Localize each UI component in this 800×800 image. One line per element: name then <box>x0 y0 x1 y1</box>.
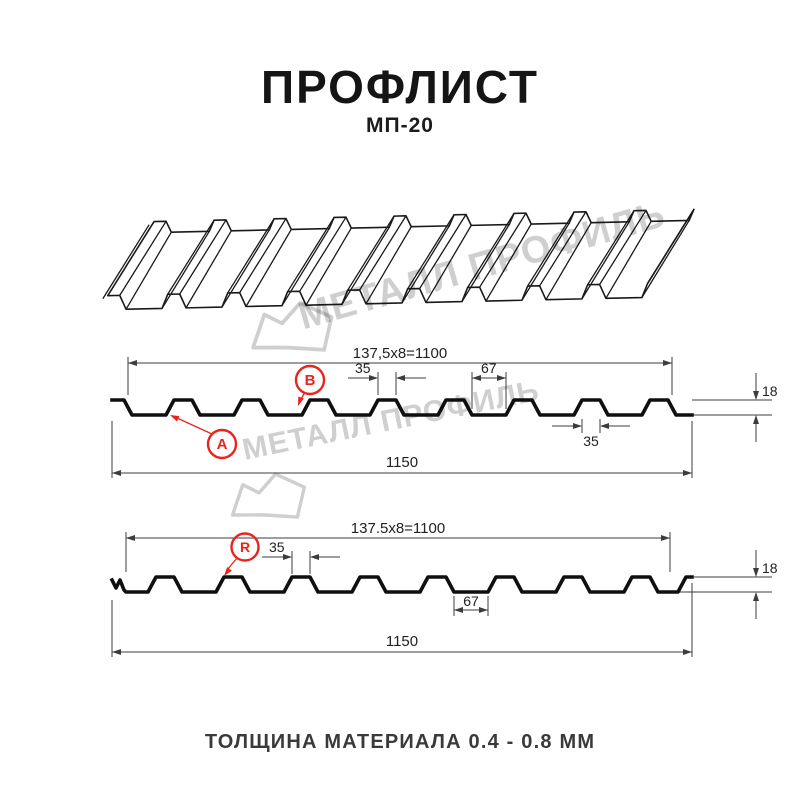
side-marker-r: R <box>224 532 260 576</box>
marker-a-label: A <box>217 436 228 453</box>
page-title: ПРОФЛИСТ <box>261 61 539 113</box>
side-marker-b: B <box>294 364 326 406</box>
cross-section-diagram-r: R 137.5x8=1100 35 67 18 1150 <box>109 520 778 657</box>
dim-rib-top-2: 35 <box>269 539 285 555</box>
dim-rib-top-1: 35 <box>355 360 371 376</box>
dim-module-2: 137.5x8=1100 <box>351 520 445 537</box>
cross-section-diagram-ab: A B 137,5x8=1100 35 67 18 35 1150 <box>110 345 778 478</box>
dimension-lines-2 <box>111 532 772 657</box>
sheet-3d-drawing <box>102 208 695 311</box>
metall-profil-logo-icon <box>251 301 334 352</box>
dim-total-2: 1150 <box>386 633 418 650</box>
sheet-3d-view <box>102 208 695 311</box>
dim-height-1: 18 <box>762 383 778 399</box>
metall-profil-logo-icon <box>230 472 307 519</box>
dim-rib-bottom-1: 35 <box>583 433 599 449</box>
dim-total-1: 1150 <box>386 454 418 471</box>
marker-r-label: R <box>240 539 250 555</box>
profile-outline-1 <box>110 398 694 417</box>
dim-valley-2: 67 <box>463 593 479 609</box>
dim-module-1: 137,5x8=1100 <box>353 345 447 362</box>
profile-model-subtitle: МП-20 <box>366 114 434 137</box>
profile-outline-2 <box>109 575 694 594</box>
side-marker-a: A <box>170 415 238 460</box>
dimension-lines-1 <box>111 357 772 478</box>
dim-height-2: 18 <box>762 560 778 576</box>
dim-valley-1: 67 <box>481 360 497 376</box>
marker-b-label: B <box>305 372 316 389</box>
material-thickness-note: ТОЛЩИНА МАТЕРИАЛА 0.4 - 0.8 ММ <box>204 731 596 753</box>
